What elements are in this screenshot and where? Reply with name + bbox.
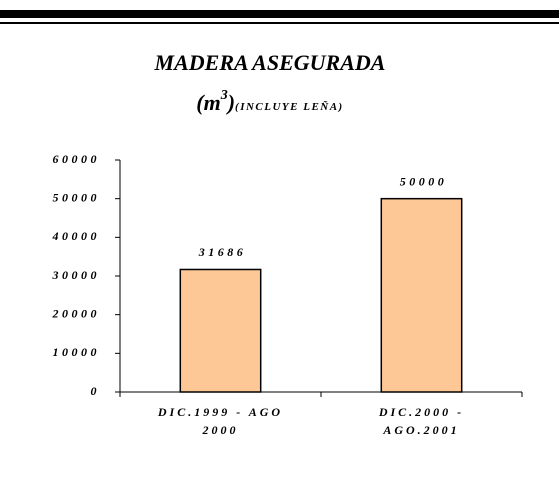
x-tick-label: DIC.2000 - AGO.2001 — [378, 405, 464, 437]
x-tick-line: AGO.2001 — [382, 423, 459, 437]
y-tick-label: 30000 — [52, 268, 101, 282]
y-tick-label: 10000 — [53, 345, 101, 359]
header-rule-thin — [0, 22, 559, 24]
y-tick-label: 0 — [91, 384, 101, 398]
x-tick-line: 2000 — [202, 423, 239, 437]
subtitle-exponent: 3 — [220, 88, 228, 103]
subtitle-unit: (m — [196, 90, 220, 115]
y-tick-label: 20000 — [52, 306, 101, 320]
subtitle-paren: ) — [226, 90, 235, 115]
value-label: 31686 — [198, 245, 247, 259]
y-tick-label: 60000 — [53, 152, 101, 166]
x-tick-label: DIC.1999 - AGO 2000 — [157, 405, 283, 437]
y-tick-label: 50000 — [53, 190, 101, 204]
bar — [380, 197, 463, 393]
value-label: 50000 — [400, 174, 448, 188]
subtitle-note: (INCLUYE LEÑA) — [235, 101, 344, 113]
chart-title: MADERA ASEGURADA — [154, 50, 386, 75]
y-tick-label: 40000 — [52, 229, 101, 243]
header-rule — [0, 10, 559, 18]
chart-subtitle: (m3)(INCLUYE LEÑA) — [196, 88, 343, 115]
x-tick-line: DIC.2000 - — [378, 405, 464, 419]
bar — [179, 268, 262, 393]
x-tick-line: DIC.1999 - AGO — [157, 405, 283, 419]
